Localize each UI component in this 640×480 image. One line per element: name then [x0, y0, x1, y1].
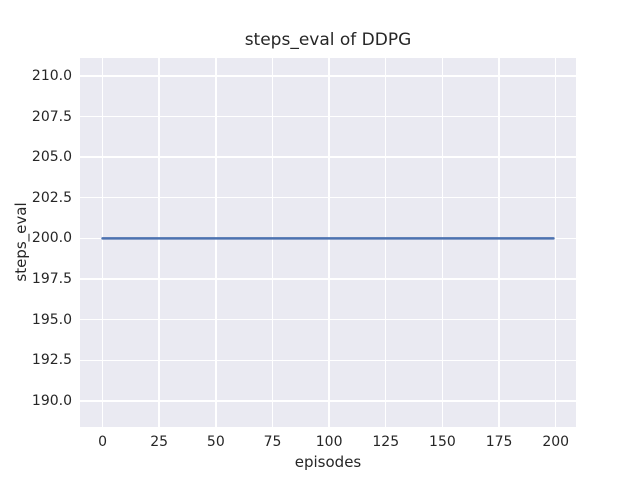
gridline-x-200 — [555, 58, 557, 427]
x-tick-label-25: 25 — [150, 434, 169, 450]
x-tick-label-200: 200 — [542, 434, 570, 450]
gridline-y-205 — [80, 156, 576, 158]
y-tick-label-195.0: 195.0 — [31, 311, 72, 328]
y-tick-label-200.0: 200.0 — [31, 230, 72, 247]
y-tick-label-205.0: 205.0 — [31, 149, 72, 166]
x-tick-label-0: 0 — [98, 434, 107, 450]
gridline-x-50 — [215, 58, 217, 427]
gridline-x-0 — [101, 58, 104, 427]
gridline-y-192.5 — [80, 359, 576, 362]
gridline-y-202.5 — [80, 197, 576, 199]
y-tick-label-202.5: 202.5 — [31, 189, 72, 206]
gridline-x-100 — [328, 58, 330, 427]
y-tick-label-190.0: 190.0 — [31, 392, 72, 409]
y-tick-label-197.5: 197.5 — [31, 271, 72, 288]
gridline-y-190 — [80, 400, 576, 402]
gridline-x-150 — [441, 58, 444, 427]
gridline-x-75 — [271, 58, 274, 427]
gridline-y-195 — [80, 319, 576, 321]
y-tick-label-192.5: 192.5 — [31, 352, 72, 369]
gridline-x-175 — [498, 58, 500, 427]
x-tick-label-150: 150 — [429, 434, 456, 450]
x-tick-label-75: 75 — [263, 434, 282, 450]
x-tick-label-100: 100 — [315, 434, 343, 450]
chart-title: steps_eval of DDPG — [244, 30, 412, 50]
gridline-y-207.5 — [80, 115, 576, 118]
gridline-x-25 — [158, 58, 160, 427]
y-tick-label-207.5: 207.5 — [31, 108, 72, 125]
series-layer — [101, 237, 555, 240]
x-tick-label-175: 175 — [485, 434, 513, 450]
gridline-x-125 — [385, 58, 387, 427]
y-tick-label-210.0: 210.0 — [31, 67, 72, 84]
gridline-y-197.5 — [80, 278, 576, 280]
x-tick-label-50: 50 — [206, 434, 225, 450]
gridline-y-210 — [80, 75, 576, 77]
x-tick-label-125: 125 — [372, 434, 400, 450]
x-axis-label: episodes — [294, 453, 362, 471]
plot-area — [80, 58, 576, 427]
